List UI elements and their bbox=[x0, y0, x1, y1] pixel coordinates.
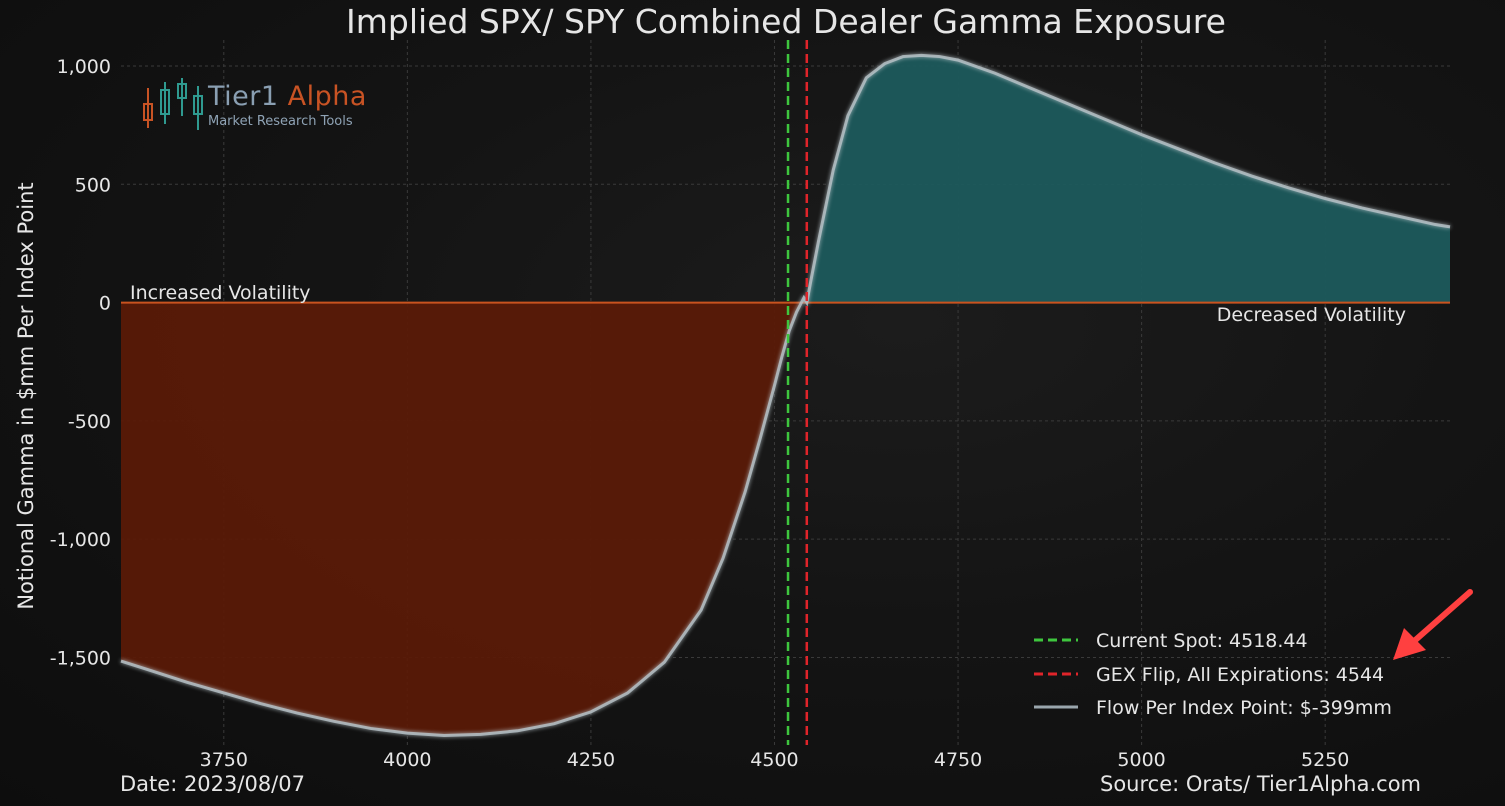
y-axis-label: Notional Gamma in $mm Per Index Point bbox=[14, 182, 38, 609]
arrow-head bbox=[1393, 628, 1426, 660]
y-tick-label: -1,000 bbox=[50, 529, 111, 551]
area-fills bbox=[121, 55, 1450, 736]
y-tick-label: -1,500 bbox=[50, 647, 111, 669]
y-tick-label: 1,000 bbox=[57, 56, 111, 78]
tier1alpha-logo: Tier1 Alpha Market Research Tools bbox=[140, 76, 400, 136]
red-arrow-icon bbox=[1393, 589, 1473, 660]
legend: Current Spot: 4518.44 GEX Flip, All Expir… bbox=[1034, 589, 1473, 719]
logo-name: Tier1 Alpha bbox=[208, 81, 367, 112]
logo-subtitle: Market Research Tools bbox=[208, 114, 353, 129]
legend-label: GEX Flip, All Expirations: 4544 bbox=[1096, 664, 1384, 686]
axis-ticks: 3750 4000 4250 4500 4750 5000 52501,0005000-50… bbox=[50, 56, 1350, 771]
x-tick-label: 5250 bbox=[1301, 749, 1349, 771]
negative-gamma-area bbox=[121, 302, 1450, 736]
decreased-volatility-label: Decreased Volatility bbox=[1217, 304, 1406, 326]
arrow-shaft bbox=[1409, 589, 1473, 646]
candlestick-icon bbox=[143, 78, 203, 130]
flow-curve bbox=[120, 53, 1451, 738]
x-tick-label: 4500 bbox=[750, 749, 798, 771]
footer-date: Date: 2023/08/07 bbox=[120, 772, 305, 796]
logo-name-part2: Alpha bbox=[287, 81, 367, 112]
chart-text: Implied SPX/ SPY Combined Dealer Gamma E… bbox=[14, 2, 1406, 610]
x-tick-label: 3750 bbox=[200, 749, 248, 771]
chart-title: Implied SPX/ SPY Combined Dealer Gamma E… bbox=[346, 2, 1226, 41]
legend-label: Flow Per Index Point: $-399mm bbox=[1096, 697, 1392, 719]
y-tick-label: -500 bbox=[68, 411, 111, 433]
increased-volatility-label: Increased Volatility bbox=[130, 282, 311, 304]
series-lines bbox=[120, 40, 1451, 745]
footer-source: Source: Orats/ Tier1Alpha.com bbox=[1100, 772, 1421, 796]
x-tick-label: 5000 bbox=[1117, 749, 1165, 771]
y-tick-label: 500 bbox=[75, 174, 111, 196]
x-tick-label: 4250 bbox=[567, 749, 615, 771]
positive-gamma-area bbox=[121, 55, 1450, 303]
x-tick-label: 4000 bbox=[383, 749, 431, 771]
x-tick-label: 4750 bbox=[934, 749, 982, 771]
logo-name-part1: Tier1 bbox=[208, 81, 279, 112]
y-tick-label: 0 bbox=[99, 293, 111, 315]
legend-label: Current Spot: 4518.44 bbox=[1096, 630, 1308, 652]
